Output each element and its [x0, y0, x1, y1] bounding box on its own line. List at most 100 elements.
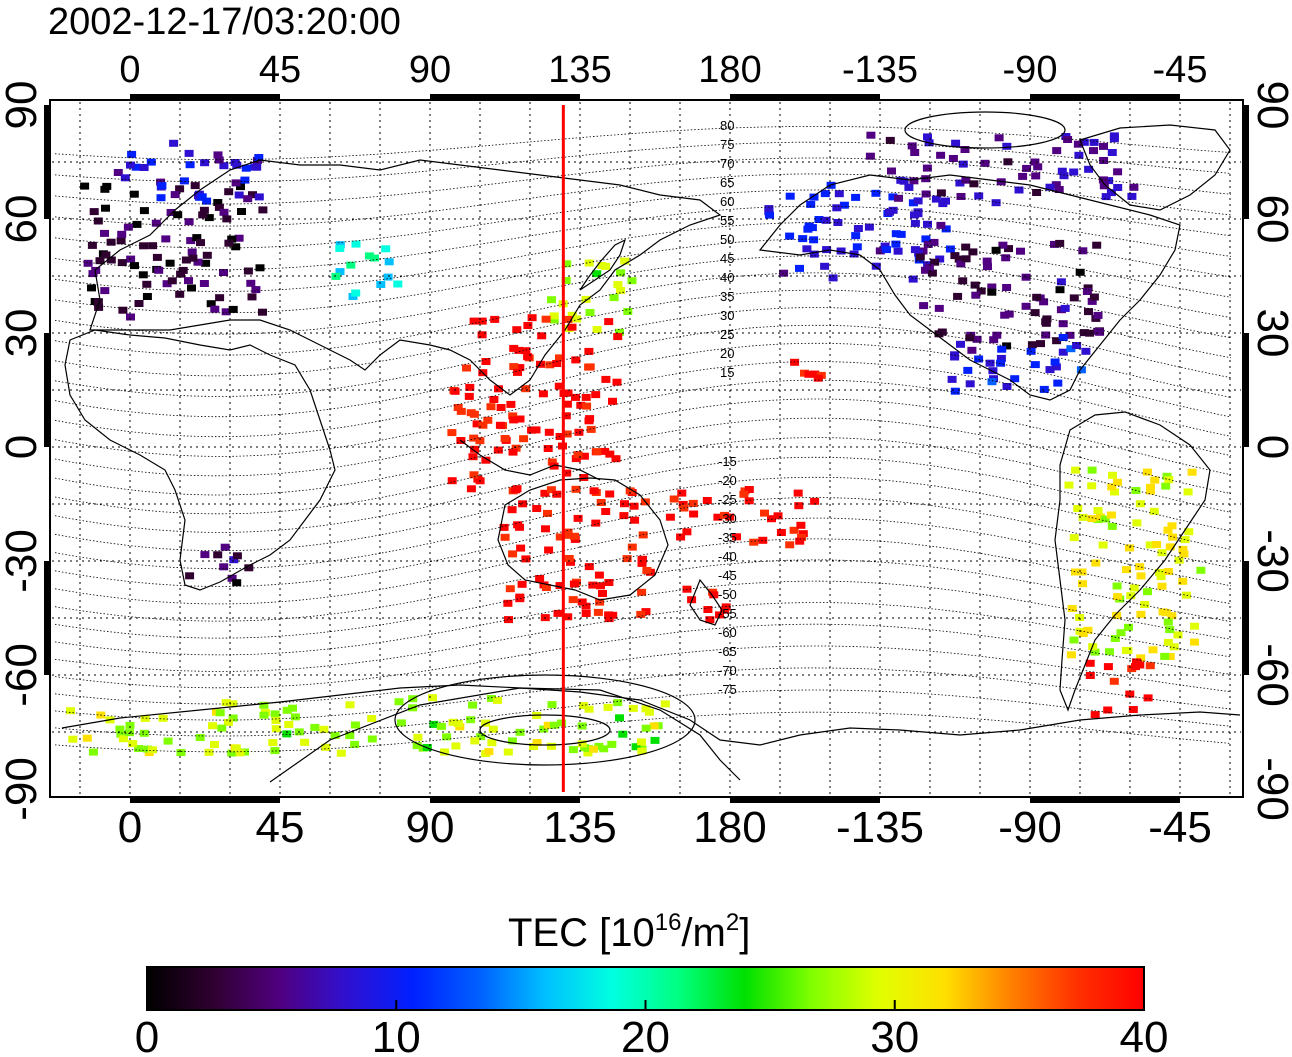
tec-cell [200, 551, 210, 559]
tec-cell [545, 361, 555, 369]
tec-cell [564, 555, 574, 562]
tec-cell [586, 425, 596, 433]
frame-bar-left [44, 105, 50, 219]
tec-cell [577, 722, 587, 730]
tec-cell [1078, 630, 1088, 637]
tec-cell [251, 286, 261, 294]
tec-cell [134, 745, 144, 752]
tec-cell [176, 749, 186, 757]
contour-line [54, 205, 1232, 271]
tec-cell [1002, 284, 1012, 291]
tec-cell [139, 729, 149, 737]
tec-cell [915, 253, 925, 261]
tec-cell [1071, 466, 1081, 474]
tec-cell [447, 429, 457, 437]
tec-cell [148, 242, 158, 250]
contour-label: -35 [718, 530, 737, 545]
tec-cell [1055, 239, 1065, 247]
tec-cell [584, 347, 594, 355]
tec-cell [1056, 278, 1066, 286]
contour-label: 55 [720, 213, 734, 228]
geomagnetic-contours [54, 126, 1232, 753]
tec-cell [544, 546, 554, 554]
tec-cell [567, 311, 577, 319]
contour-label: -70 [718, 663, 737, 678]
left-lat-label: -30 [0, 529, 46, 593]
tec-cell [466, 409, 476, 417]
tec-cell [1057, 167, 1067, 175]
tec-cell [605, 450, 615, 458]
tec-cell [795, 537, 805, 545]
gridlines [52, 102, 1241, 795]
tec-cell [221, 699, 231, 707]
tec-cell [469, 317, 479, 325]
tec-cell [1090, 711, 1100, 719]
contour-line [54, 476, 1232, 570]
tec-cell [875, 247, 885, 255]
tec-cell [201, 259, 211, 267]
tec-cell [493, 446, 503, 454]
tec-cell [929, 238, 939, 246]
tec-cell [139, 207, 149, 215]
tec-cell [1148, 646, 1158, 654]
tec-cell [1150, 476, 1160, 484]
tec-cell [1063, 136, 1073, 143]
tec-cell [584, 259, 594, 267]
tec-cell [1051, 181, 1061, 189]
tec-cell [616, 287, 626, 294]
contour-line [54, 538, 1232, 622]
tec-cell [571, 455, 581, 463]
tec-cell [503, 599, 513, 607]
tec-cell [1082, 288, 1092, 295]
tec-cell [335, 244, 345, 252]
tec-cell [573, 514, 583, 522]
tec-cell [555, 582, 565, 590]
tec-cell [345, 701, 355, 709]
contour-label: -60 [718, 625, 737, 640]
tec-cell [562, 430, 572, 438]
tec-cell [976, 287, 986, 295]
tec-cell [1072, 342, 1082, 349]
tec-cell [589, 745, 598, 753]
tec-cell [1055, 286, 1065, 294]
tec-cell [794, 502, 804, 510]
left-lat-label: 0 [0, 435, 46, 459]
tec-cell [500, 435, 510, 442]
tec-cell [591, 519, 601, 527]
colorbar-tick-label: 20 [621, 1013, 670, 1057]
tec-cell [486, 403, 496, 411]
bottom-lon-label: 0 [118, 803, 142, 852]
tec-cell [591, 391, 601, 399]
right-lat-label: 30 [1248, 309, 1292, 358]
tec-cell [577, 598, 587, 606]
tec-cell [470, 445, 480, 453]
tec-cell [1014, 186, 1024, 194]
tec-cell [1071, 568, 1080, 576]
tec-cell [955, 179, 965, 187]
coastline-greenland [1079, 124, 1231, 211]
tec-cell [851, 193, 861, 201]
tec-cell [1128, 706, 1138, 713]
tec-cell [228, 305, 238, 313]
frame-bar-left [44, 561, 50, 675]
tec-cell [581, 610, 591, 617]
tec-cell [219, 563, 229, 571]
tec-cell [346, 261, 356, 269]
contour-label: 20 [720, 346, 734, 361]
tec-cell [810, 497, 820, 505]
tec-cell [541, 584, 551, 591]
tec-cell [958, 160, 968, 168]
tec-cell [543, 445, 553, 452]
tec-cell [215, 294, 225, 302]
coastline-eurasia [89, 159, 722, 396]
tec-cell [579, 452, 589, 460]
tec-cell [571, 393, 580, 401]
tec-cell [483, 416, 493, 424]
tec-cell [1031, 172, 1041, 180]
tec-cell [709, 591, 719, 599]
tec-cell [117, 230, 127, 238]
tec-cell [254, 193, 264, 201]
tec-cell [934, 304, 944, 312]
tec-cell [1050, 358, 1060, 366]
tec-cell [247, 293, 257, 301]
